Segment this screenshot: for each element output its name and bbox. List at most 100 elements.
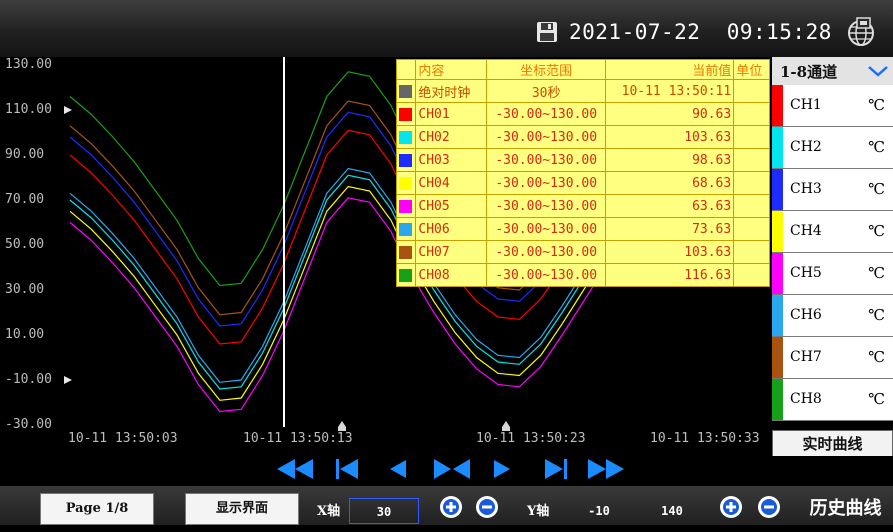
channel-item-ch7[interactable]: CH7 ℃ <box>772 337 893 379</box>
x-tick-label: 10-11 13:50:33 <box>650 431 760 446</box>
page-button[interactable]: Page 1/8 <box>40 493 154 525</box>
unit-cell <box>733 194 770 218</box>
channel-name: CH01 <box>415 102 487 126</box>
x-axis-label: X轴 <box>317 504 341 519</box>
fast-forward-icon[interactable] <box>585 456 627 482</box>
y-min-input[interactable]: -10 <box>588 504 610 518</box>
channel-label: CH5 <box>790 265 822 281</box>
channel-name: CH07 <box>415 240 487 264</box>
floppy-disk-icon[interactable] <box>536 21 558 43</box>
display-screen-button[interactable]: 显示界面 <box>185 493 299 525</box>
axis-range: -30.00~130.00 <box>485 240 607 264</box>
info-table-row: CH05 -30.00~130.00 63.63 <box>395 194 770 218</box>
channel-swatch <box>395 125 417 149</box>
info-table-row: CH01 -30.00~130.00 90.63 <box>395 102 770 126</box>
channel-item-ch2[interactable]: CH2 ℃ <box>772 127 893 169</box>
channel-unit: ℃ <box>868 180 885 198</box>
channel-group-select[interactable]: 1-8通道 <box>772 57 893 86</box>
channel-name: CH06 <box>415 217 487 241</box>
current-value: 10-11 13:50:11 <box>605 79 735 103</box>
jump-end-icon[interactable] <box>542 456 570 482</box>
footer-toolbar: Page 1/8 显示界面 X轴 30 Y轴 -10 140 <box>0 486 893 525</box>
axis-range: -30.00~130.00 <box>485 171 607 195</box>
channel-item-ch5[interactable]: CH5 ℃ <box>772 253 893 295</box>
channel-unit: ℃ <box>868 96 885 114</box>
y-range-marker[interactable] <box>64 376 72 384</box>
channel-item-ch6[interactable]: CH6 ℃ <box>772 295 893 337</box>
y-tick-label: 130.00 <box>5 57 52 72</box>
y-tick-label: 90.00 <box>5 147 45 162</box>
channel-color-bar <box>772 85 783 126</box>
current-value: 103.63 <box>605 125 735 149</box>
y-range-marker[interactable] <box>64 106 72 114</box>
info-table-row: CH08 -30.00~130.00 116.63 <box>395 263 770 287</box>
channel-color-bar <box>772 295 783 336</box>
y-max-input[interactable]: 140 <box>661 504 683 518</box>
channel-item-ch4[interactable]: CH4 ℃ <box>772 211 893 253</box>
y-zoom-in-icon[interactable] <box>718 494 744 520</box>
y-tick-label: 50.00 <box>5 237 45 252</box>
current-value: 103.63 <box>605 240 735 264</box>
channel-item-ch8[interactable]: CH8 ℃ <box>772 379 893 421</box>
axis-range: 30秒 <box>485 79 607 103</box>
axis-range: -30.00~130.00 <box>485 217 607 241</box>
x-tick-label: 10-11 13:50:03 <box>68 431 178 446</box>
y-tick-label: 110.00 <box>5 102 52 117</box>
channel-name: CH08 <box>415 263 487 287</box>
info-table-row: CH07 -30.00~130.00 103.63 <box>395 240 770 264</box>
channel-item-ch3[interactable]: CH3 ℃ <box>772 169 893 211</box>
unit-cell <box>733 263 770 287</box>
channel-swatch <box>395 79 417 103</box>
fast-rewind-icon[interactable] <box>274 456 316 482</box>
channel-unit: ℃ <box>868 348 885 366</box>
playback-nav-bar <box>0 456 893 486</box>
info-table-row: 绝对时钟 30秒 10-11 13:50:11 <box>395 79 770 103</box>
channel-unit: ℃ <box>868 264 885 282</box>
channel-swatch <box>395 263 417 287</box>
axis-range: -30.00~130.00 <box>485 148 607 172</box>
channel-name: CH05 <box>415 194 487 218</box>
channel-name: 绝对时钟 <box>415 79 487 103</box>
channel-color-bar <box>772 379 783 420</box>
current-value: 63.63 <box>605 194 735 218</box>
y-tick-label: 10.00 <box>5 327 45 342</box>
unit-cell <box>733 217 770 241</box>
x-marker[interactable] <box>338 421 346 431</box>
channel-label: CH6 <box>790 307 822 323</box>
chevron-down-icon[interactable] <box>866 63 890 79</box>
y-tick-label: -10.00 <box>5 372 52 387</box>
x-marker[interactable] <box>502 421 510 431</box>
network-globe-icon[interactable] <box>845 16 877 48</box>
x-zoom-out-icon[interactable] <box>474 494 500 520</box>
channel-swatch <box>395 171 417 195</box>
channel-label: CH1 <box>790 97 822 113</box>
current-value: 116.63 <box>605 263 735 287</box>
channel-label: CH4 <box>790 223 822 239</box>
axis-range: -30.00~130.00 <box>485 102 607 126</box>
channel-color-bar <box>772 127 783 168</box>
realtime-curve-button[interactable]: 实时曲线 <box>772 430 893 458</box>
channel-label: CH7 <box>790 349 822 365</box>
step-forward-icon[interactable] <box>490 456 514 482</box>
y-zoom-out-icon[interactable] <box>756 494 782 520</box>
info-table-row: CH03 -30.00~130.00 98.63 <box>395 148 770 172</box>
channel-swatch <box>395 217 417 241</box>
unit-cell <box>733 240 770 264</box>
channel-swatch <box>395 102 417 126</box>
header-current: 当前值 <box>605 59 735 80</box>
unit-cell <box>733 79 770 103</box>
step-back-icon[interactable] <box>386 456 410 482</box>
current-value: 68.63 <box>605 171 735 195</box>
channel-group-label: 1-8通道 <box>780 63 838 81</box>
channel-color-bar <box>772 253 783 294</box>
center-icon[interactable] <box>432 456 472 482</box>
x-axis-input[interactable]: 30 <box>349 498 419 524</box>
history-curve-button[interactable]: 历史曲线 <box>809 498 882 519</box>
jump-start-icon[interactable] <box>333 456 361 482</box>
channel-name: CH03 <box>415 148 487 172</box>
x-tick-label: 10-11 13:50:13 <box>243 431 353 446</box>
channel-item-ch1[interactable]: CH1 ℃ <box>772 85 893 127</box>
header-content: 内容 <box>415 59 487 80</box>
channel-info-table: 内容 坐标范围 当前值 单位 绝对时钟 30秒 10-11 13:50:11 CH01… <box>395 59 770 287</box>
x-zoom-in-icon[interactable] <box>438 494 464 520</box>
